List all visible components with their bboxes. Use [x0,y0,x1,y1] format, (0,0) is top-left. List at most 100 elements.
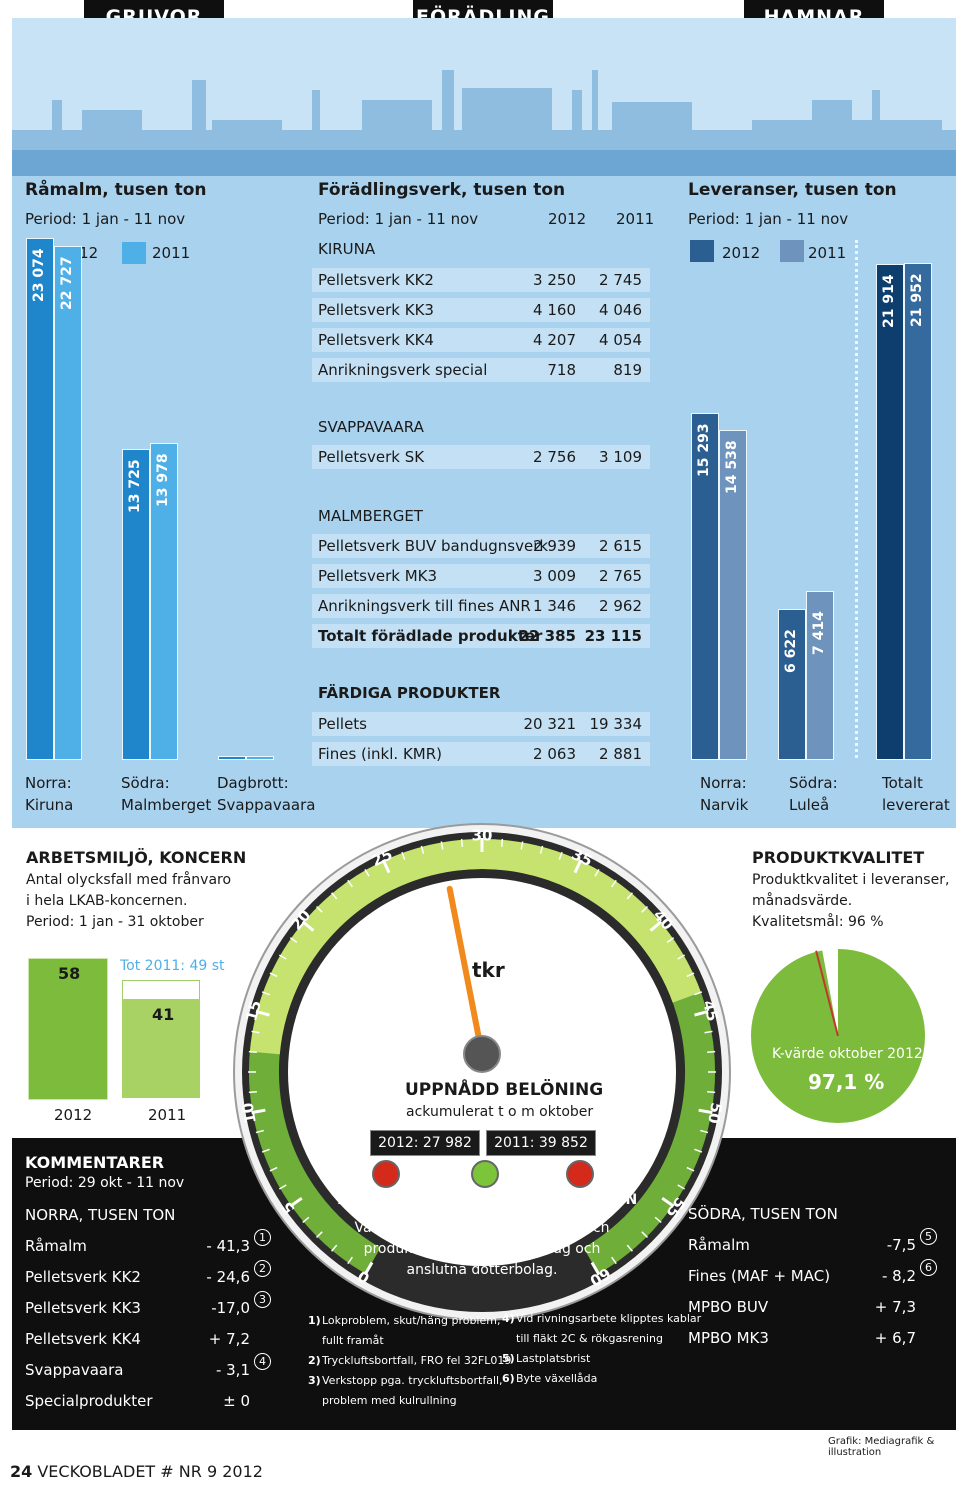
skyline-illustration [12,70,956,176]
box-2011: 2011: 39 852 kr [486,1130,596,1175]
gauge-tick [626,892,633,900]
comment-name: Svappavaara [25,1361,124,1379]
gauge-tick [251,1030,260,1034]
gauge-tick [248,1090,257,1094]
cell-b: 2 765 [599,567,642,585]
cell-b: 2 745 [599,271,642,289]
comment-name: Fines (MAF + MAC) [688,1267,831,1285]
gauge-tick [594,868,600,877]
gauge-tick [302,1216,310,1223]
note-marker: 1 [254,1229,271,1246]
gauge-tick [700,1129,709,1134]
lev-legend-2011: 2011 [808,244,847,262]
status-light-label: ARBETSMILJÖ [338,1192,445,1208]
gauge-tick [626,1244,633,1252]
lev-bar-label-1-2012: 6 622 [783,628,799,673]
gauge-tick [694,991,703,996]
footnote-text: Lokproblem, skut/häng problem, [322,1314,501,1327]
lev-bar-0-2012 [691,413,719,760]
lev-bar-0-2011 [719,430,747,760]
gauge-tick [698,1108,713,1115]
cell-name: Pellets [318,715,367,733]
gauge-tick [269,1166,278,1172]
status-light [566,1160,594,1188]
ramalm-label-malmberget: Södra: Malmberget [121,774,212,814]
lev-legend-swatch-2012 [690,240,714,262]
gauge-tick [590,1261,601,1276]
am-year-2011: 2011 [148,1106,187,1124]
gauge-tick [611,1256,617,1265]
status-light [471,1160,499,1188]
status-light [372,1160,400,1188]
gauge-tick [401,851,406,860]
am-value-2011: 41 [152,1005,175,1025]
cell-name: Pelletsverk KK2 [318,271,434,289]
kommentarer-title: KOMMENTARER [25,1153,165,1172]
lev-bar-label-2-2012: 21 914 [881,274,897,329]
gauge-tick [261,1148,270,1153]
total-divider [855,240,858,758]
ramalm-label-kiruna: Norra: Kiruna [25,774,74,814]
table-row: Pelletsverk KK3 4 160 4 046 [312,298,650,322]
footnote-text: Tryckluftsbortfall, FRO fel 32FL019 [322,1354,512,1367]
cell-a: 3 009 [533,567,576,585]
table-row: Pellets 20 321 19 334 [312,712,650,736]
gauge-tick [661,1196,675,1208]
note-marker: 3 [254,1291,271,1308]
cell-a: 22 385 [518,627,576,645]
section-malmberget: MALMBERGET [318,507,423,525]
leveranser-title: Leveranser, tusen ton [688,180,897,200]
gauge-tick [331,892,338,900]
norra-title: NORRA, TUSEN TON [25,1206,176,1224]
ramalm-bar-0-2012 [26,238,54,760]
ramalm-bar-label-1-2011: 13 978 [155,453,171,507]
sodra-title: SÖDRA, TUSEN TON [688,1205,838,1223]
gauge-hub [463,1035,501,1073]
ramalm-bar-2-2011 [246,756,274,760]
lev-label-lulea: Södra: Luleå [789,774,838,814]
footnote-number: 3) [308,1374,321,1387]
gauge-subtitle: ackumulerat t o m oktober [406,1104,594,1120]
ramalm-title: Råmalm, tusen ton [25,180,207,200]
lev-bar-2-2012 [876,264,904,760]
gauge-tick [611,879,617,888]
footnote-text: Byte växellåda [516,1372,598,1385]
leveranser-period: Period: 1 jan - 11 nov [688,210,849,228]
cell-a: 2 063 [533,745,576,763]
arbetsmiljo-desc: Antal olycksfall med frånvaro i hela LKAB… [26,872,232,930]
gauge-tick [278,1184,287,1190]
cell-name: Anrikningsverk till fines ANR [318,597,531,615]
comment-name: Pelletsverk KK3 [25,1299,141,1317]
kvalue: 97,1 % [808,1070,885,1094]
gauge-tick [364,868,370,877]
cell-b: 23 115 [584,627,642,645]
lev-bar-label-1-2011: 7 414 [811,611,827,655]
table-row: Pelletsverk KK4 4 207 4 054 [312,328,650,352]
cell-a: 1 346 [533,597,576,615]
lev-label-narvik: Norra: Narvik [700,774,749,814]
table-row: Pelletsverk MK3 3 009 2 765 [312,564,650,588]
ramalm-label-svappavaara: Dagbrott: Svappavaara [217,774,316,814]
cell-b: 3 109 [599,448,642,466]
gauge-tick [261,991,270,996]
comment-value: - 3,1 [215,1361,250,1379]
am-value-2012: 58 [58,964,81,983]
footnote-text-cont: till fläkt 2C & rökgasrening [516,1332,663,1345]
comment-name: Pelletsverk KK4 [25,1330,141,1348]
comment-name: Specialprodukter [25,1392,153,1410]
foradling-col-2011: 2011 [616,210,655,228]
gauge-tick [347,1256,353,1265]
comment-value: -7,5 [886,1236,916,1254]
footnote-text-cont: problem med kulrullning [322,1394,457,1407]
status-light-label: KVALITET [445,1192,521,1208]
gauge-tick [686,1166,695,1172]
footnote-text: Verkstopp pga. tryckluftsbortfall, [322,1374,503,1387]
cell-b: 2 615 [599,537,642,555]
gauge-tick [686,972,695,978]
footnote-number: 2) [308,1354,321,1367]
lev-bar-label-2-2011: 21 952 [909,273,925,328]
comment-name: Råmalm [688,1236,750,1254]
table-row: Pelletsverk SK 2 756 3 109 [312,445,650,469]
note-marker: 6 [920,1259,937,1276]
comment-value: + 7,3 [874,1298,916,1316]
